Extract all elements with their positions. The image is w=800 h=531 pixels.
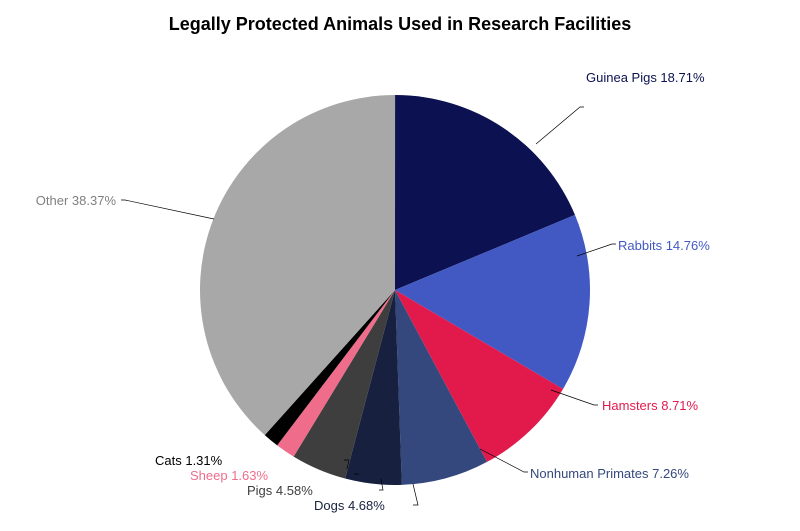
slice-label: Hamsters 8.71% <box>602 398 698 413</box>
slice-label: Other 38.37% <box>36 193 116 208</box>
slice-label: Pigs 4.58% <box>247 483 313 498</box>
leader-line <box>121 200 214 219</box>
leader-line <box>551 390 598 405</box>
slice-label: Sheep 1.63% <box>190 468 268 483</box>
leader-line <box>413 484 418 505</box>
slice-label: Rabbits 14.76% <box>618 238 710 253</box>
slice-label: Guinea Pigs 18.71% <box>586 70 705 85</box>
slice-label: Dogs 4.68% <box>314 498 385 513</box>
leader-line <box>536 107 584 144</box>
slice-label: Nonhuman Primates 7.26% <box>530 466 689 481</box>
slice-label: Cats 1.31% <box>155 453 222 468</box>
